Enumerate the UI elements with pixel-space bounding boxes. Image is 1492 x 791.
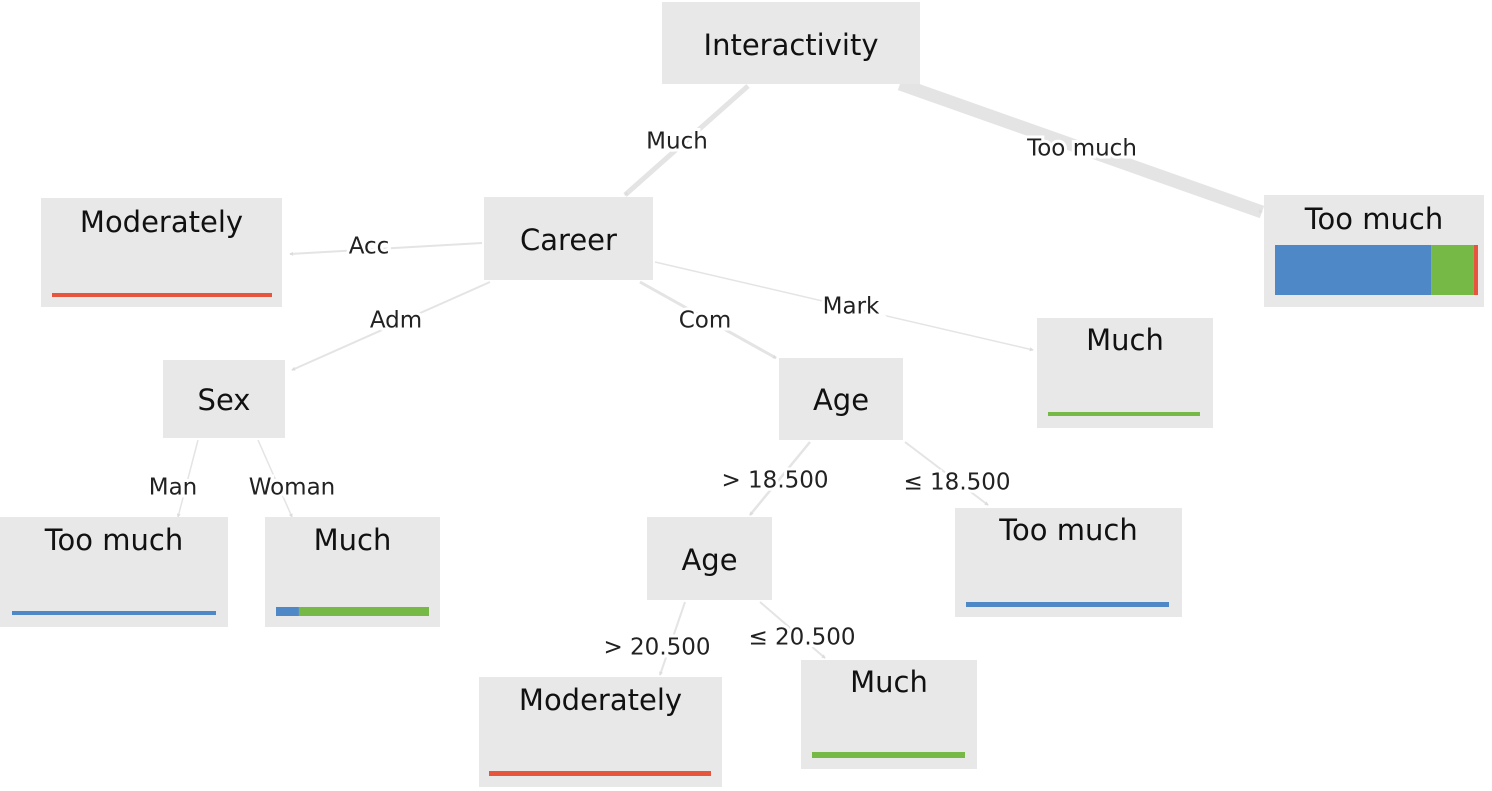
node-label: Sex	[198, 383, 251, 417]
edge	[623, 84, 750, 197]
edge-label: Mark	[823, 294, 880, 320]
node-box	[779, 358, 903, 440]
node-label: Much	[314, 523, 392, 557]
edge-label: Adm	[370, 308, 422, 334]
edge	[176, 439, 199, 518]
edge	[904, 441, 989, 506]
node-label: Much	[1086, 323, 1164, 357]
class-bar	[1275, 245, 1432, 295]
class-bar	[1048, 412, 1200, 416]
node-label: Age	[813, 383, 869, 417]
node-box	[647, 517, 772, 600]
edge-label: Acc	[349, 234, 390, 260]
edge-label: Woman	[249, 475, 336, 501]
node-label: Moderately	[80, 205, 243, 239]
edge-label: Com	[679, 308, 732, 334]
node-box	[955, 508, 1182, 617]
class-bar	[12, 611, 216, 615]
edge	[897, 77, 1265, 219]
node-box	[479, 677, 722, 787]
node-box	[1037, 318, 1213, 428]
class-bar	[489, 771, 711, 776]
node-box	[662, 2, 920, 84]
edge-label: ≤ 20.500	[748, 625, 855, 651]
class-bar	[966, 602, 1169, 607]
class-bar	[812, 752, 965, 758]
node-box	[0, 517, 228, 627]
edge	[749, 441, 811, 516]
node-label: Career	[520, 223, 617, 257]
node-label: Too much	[1304, 202, 1443, 236]
edge-label: > 18.500	[721, 468, 828, 494]
edge	[289, 242, 483, 256]
edge	[639, 280, 777, 360]
node-label: Too much	[998, 513, 1137, 547]
edge	[659, 601, 686, 676]
node-box	[41, 198, 282, 307]
class-bar	[1473, 245, 1478, 295]
class-bar	[52, 293, 272, 297]
node-label: Age	[681, 543, 737, 577]
edge	[291, 281, 491, 371]
class-bar	[1431, 245, 1474, 295]
node-box	[801, 660, 977, 769]
node-label: Too much	[44, 523, 183, 557]
class-bar	[276, 607, 299, 616]
edge	[257, 439, 293, 518]
node-box	[163, 360, 285, 438]
edge-label: ≤ 18.500	[903, 470, 1010, 496]
node-label: Interactivity	[704, 28, 879, 62]
edge-label: Man	[149, 475, 198, 501]
edge	[654, 261, 1034, 352]
edge	[759, 601, 826, 659]
class-bar	[298, 607, 429, 616]
node-label: Much	[850, 665, 928, 699]
edge-label: > 20.500	[603, 635, 710, 661]
edge-label: Much	[646, 129, 708, 155]
node-box	[484, 197, 653, 280]
node-label: Moderately	[519, 683, 682, 717]
edge-label: Too much	[1026, 136, 1137, 162]
